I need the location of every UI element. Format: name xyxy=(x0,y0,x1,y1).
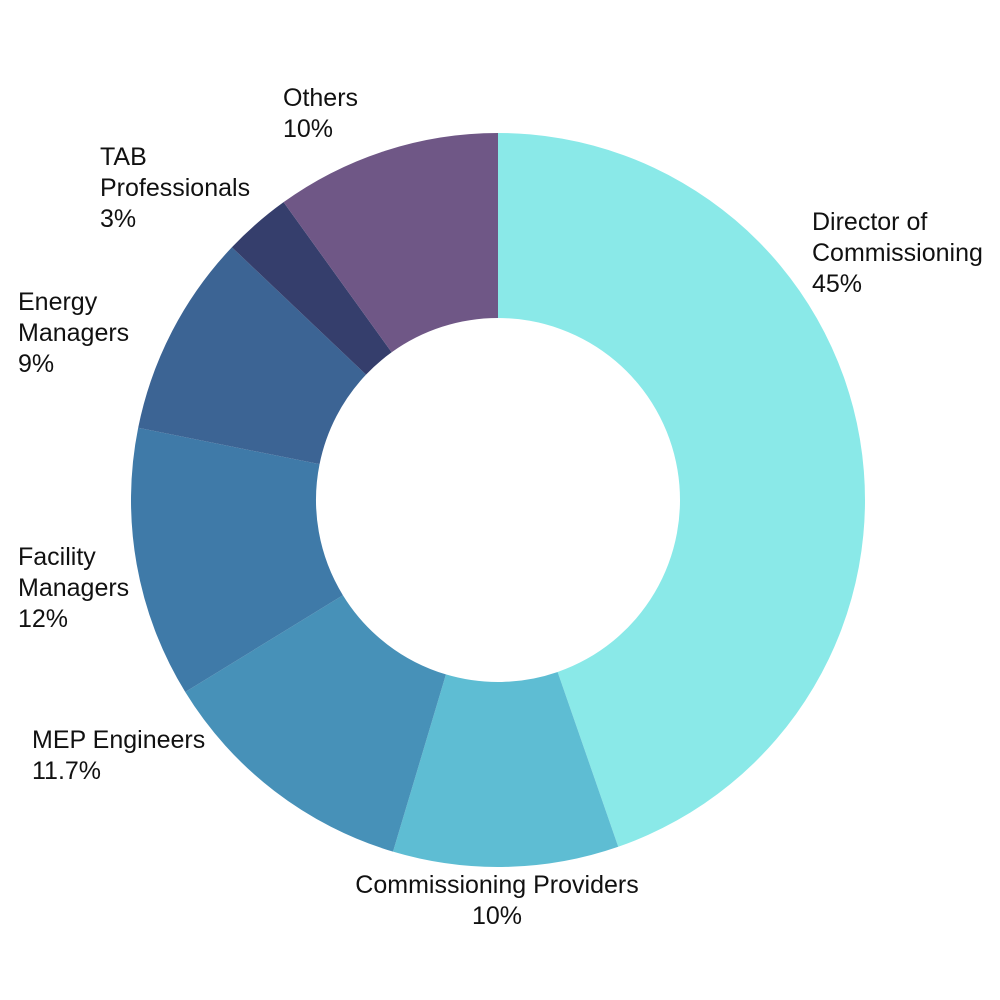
slice-name-tab-professionals: TAB xyxy=(100,143,147,171)
slice-label-director-of-commissioning: Director of Commissioning 45% xyxy=(812,208,983,298)
slice-name-director-of-commissioning: Commissioning xyxy=(812,239,983,267)
slice-value-energy-managers: 9% xyxy=(18,350,54,378)
slice-value-director-of-commissioning: 45% xyxy=(812,270,862,298)
labels-group: Director of Commissioning 45% Commissioning… xyxy=(18,84,983,930)
slice-value-tab-professionals: 3% xyxy=(100,205,136,233)
slice-label-mep-engineers: MEP Engineers 11.7% xyxy=(32,726,205,785)
slice-name-director-of-commissioning: Director of xyxy=(812,208,927,236)
slices-group xyxy=(130,133,865,867)
slice-facility-managers xyxy=(130,427,343,693)
slice-value-commissioning-providers: 10% xyxy=(472,902,522,930)
slice-commissioning-providers xyxy=(393,671,619,867)
slice-director-of-commissioning xyxy=(498,133,865,847)
slice-name-facility-managers: Managers xyxy=(18,574,129,602)
slice-tab-professionals xyxy=(231,202,392,375)
slice-name-others: Others xyxy=(283,84,358,112)
slice-name-energy-managers: Energy xyxy=(18,288,98,316)
slice-label-commissioning-providers: Commissioning Providers 10% xyxy=(355,871,638,930)
slice-label-energy-managers: Energy Managers 9% xyxy=(18,288,129,378)
slice-label-facility-managers: Facility Managers 12% xyxy=(18,543,129,633)
slice-name-tab-professionals: Professionals xyxy=(100,174,250,202)
slice-value-mep-engineers: 11.7% xyxy=(32,757,101,785)
slice-mep-engineers xyxy=(185,595,446,852)
slice-name-facility-managers: Facility xyxy=(18,543,96,571)
slice-name-commissioning-providers: Commissioning Providers xyxy=(355,871,638,899)
slice-value-others: 10% xyxy=(283,115,333,143)
slice-name-energy-managers: Managers xyxy=(18,319,129,347)
slice-energy-managers xyxy=(138,247,367,465)
slice-label-others: Others 10% xyxy=(283,84,358,143)
slice-name-mep-engineers: MEP Engineers xyxy=(32,726,205,754)
slice-value-facility-managers: 12% xyxy=(18,605,68,633)
slice-others xyxy=(283,133,498,353)
slice-label-tab-professionals: TAB Professionals 3% xyxy=(100,143,250,233)
